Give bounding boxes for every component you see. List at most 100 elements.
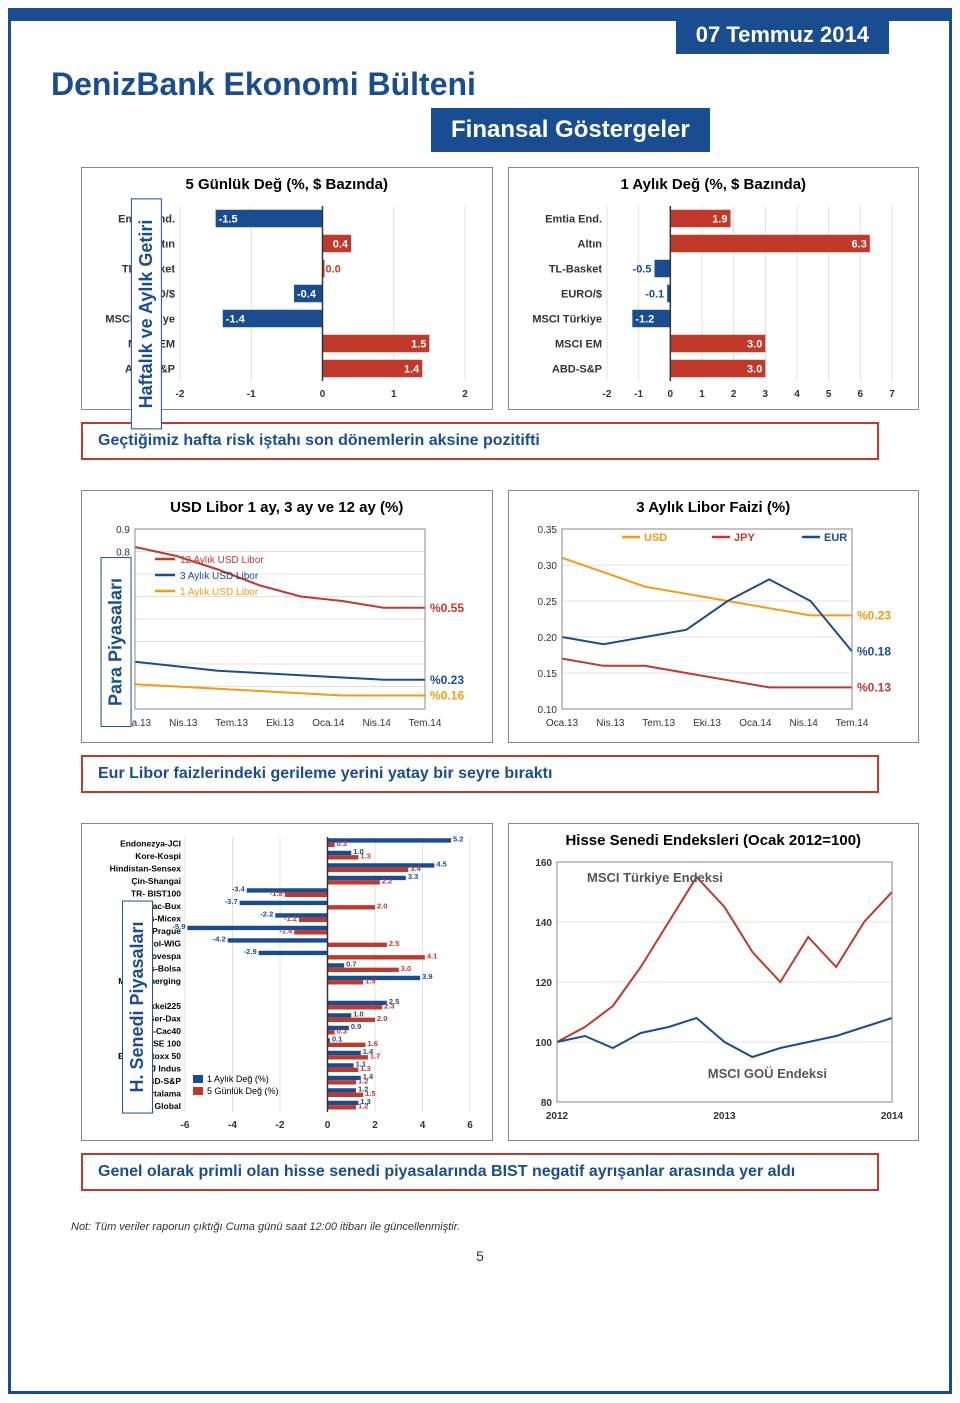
- section-label-1: Haftalık ve Aylık Getiri: [131, 198, 162, 429]
- date-badge: 07 Temmuz 2014: [676, 16, 889, 54]
- svg-text:0.1: 0.1: [332, 1035, 342, 1044]
- svg-text:%0.18: %0.18: [857, 644, 891, 658]
- svg-text:4: 4: [794, 389, 800, 400]
- svg-text:Nis.13: Nis.13: [596, 718, 625, 729]
- svg-text:Eki.13: Eki.13: [266, 718, 294, 729]
- section-weekly-monthly: Haftalık ve Aylık Getiri 5 Günlük Değ (%…: [41, 167, 919, 460]
- svg-text:%0.16: %0.16: [430, 689, 464, 703]
- chart-usd-libor-title: USD Libor 1 ay, 3 ay ve 12 ay (%): [90, 499, 484, 516]
- svg-text:-0.5: -0.5: [632, 264, 651, 276]
- svg-text:0.25: 0.25: [537, 597, 557, 608]
- svg-text:3.0: 3.0: [747, 364, 762, 376]
- svg-text:140: 140: [535, 918, 552, 929]
- svg-text:1.0: 1.0: [353, 1010, 363, 1019]
- svg-text:-2: -2: [602, 389, 611, 400]
- svg-text:1.5: 1.5: [365, 977, 375, 986]
- svg-text:-3.4: -3.4: [232, 885, 246, 894]
- chart-5day-title: 5 Günlük Değ (%, $ Bazında): [90, 176, 484, 193]
- svg-text:EURO/$: EURO/$: [561, 289, 602, 301]
- svg-text:-3.7: -3.7: [225, 897, 238, 906]
- svg-text:12 Aylık USD Libor: 12 Aylık USD Libor: [180, 555, 264, 566]
- svg-text:MSCI Türkiye: MSCI Türkiye: [532, 314, 602, 326]
- svg-text:-2.9: -2.9: [244, 947, 257, 956]
- svg-text:-1.2: -1.2: [284, 914, 297, 923]
- svg-text:0.30: 0.30: [537, 561, 557, 572]
- svg-text:2012: 2012: [545, 1111, 568, 1122]
- svg-text:Nis.14: Nis.14: [789, 718, 818, 729]
- caption-3: Genel olarak primli olan hisse senedi pi…: [81, 1153, 879, 1191]
- main-title: DenizBank Ekonomi Bülteni: [51, 66, 909, 103]
- svg-text:Tem.13: Tem.13: [642, 718, 675, 729]
- svg-text:Hindistan-Sensex: Hindistan-Sensex: [110, 863, 182, 873]
- svg-text:0.9: 0.9: [351, 1022, 361, 1031]
- svg-text:Kore-Kospi: Kore-Kospi: [135, 851, 181, 861]
- svg-text:1.7: 1.7: [370, 1052, 380, 1061]
- svg-text:2: 2: [372, 1120, 378, 1131]
- svg-text:6: 6: [467, 1120, 473, 1131]
- page: 07 Temmuz 2014 DenizBank Ekonomi Bülteni…: [8, 8, 952, 1394]
- svg-text:-4.2: -4.2: [213, 935, 226, 944]
- section-money-markets: Para Piyasaları USD Libor 1 ay, 3 ay ve …: [41, 490, 919, 793]
- svg-text:4.1: 4.1: [427, 952, 437, 961]
- svg-text:Endonezya-JCI: Endonezya-JCI: [120, 838, 181, 848]
- caption-2: Eur Libor faizlerindeki gerileme yerini …: [81, 755, 879, 793]
- svg-text:1.5: 1.5: [411, 339, 426, 351]
- svg-text:2014: 2014: [880, 1111, 903, 1122]
- svg-text:EUR: EUR: [824, 532, 847, 544]
- svg-text:2: 2: [730, 389, 736, 400]
- svg-text:-1: -1: [247, 389, 256, 400]
- svg-text:Eki.13: Eki.13: [693, 718, 721, 729]
- svg-text:Tem.13: Tem.13: [215, 718, 248, 729]
- svg-text:Tem.14: Tem.14: [835, 718, 868, 729]
- svg-text:3 Aylık USD Libor: 3 Aylık USD Libor: [180, 571, 259, 582]
- svg-text:-6: -6: [181, 1120, 190, 1131]
- svg-text:0: 0: [320, 389, 326, 400]
- svg-text:5.2: 5.2: [453, 835, 463, 844]
- svg-text:3: 3: [762, 389, 768, 400]
- svg-text:-0.4: -0.4: [297, 289, 317, 301]
- svg-text:Oca.14: Oca.14: [739, 718, 772, 729]
- svg-text:2.3: 2.3: [384, 1002, 394, 1011]
- svg-text:1.2: 1.2: [358, 1102, 368, 1111]
- svg-text:%0.23: %0.23: [857, 608, 891, 622]
- svg-text:0.0: 0.0: [326, 264, 341, 276]
- svg-text:-1.2: -1.2: [635, 314, 654, 326]
- page-number: 5: [11, 1238, 949, 1274]
- svg-text:2.2: 2.2: [382, 877, 392, 886]
- svg-text:%0.13: %0.13: [857, 680, 891, 694]
- svg-text:MSCI Türkiye Endeksi: MSCI Türkiye Endeksi: [587, 870, 723, 885]
- svg-text:100: 100: [535, 1038, 552, 1049]
- chart-1month-title: 1 Aylık Değ (%, $ Bazında): [517, 176, 911, 193]
- svg-text:3.0: 3.0: [747, 339, 762, 351]
- footer-note: Not: Tüm veriler raporun çıktığı Cuma gü…: [71, 1221, 909, 1233]
- svg-text:-1.8: -1.8: [270, 889, 283, 898]
- svg-text:-1: -1: [634, 389, 643, 400]
- section-label-3: H. Senedi Piyasaları: [122, 900, 153, 1113]
- svg-text:-2: -2: [276, 1120, 285, 1131]
- svg-text:Nis.14: Nis.14: [362, 718, 391, 729]
- svg-text:1.9: 1.9: [712, 214, 727, 226]
- svg-text:2.0: 2.0: [377, 902, 387, 911]
- svg-text:Emtia End.: Emtia End.: [545, 214, 602, 226]
- svg-text:4: 4: [420, 1120, 426, 1131]
- svg-text:1 Aylık USD Libor: 1 Aylık USD Libor: [180, 587, 259, 598]
- svg-text:3.0: 3.0: [401, 964, 411, 973]
- svg-text:1: 1: [699, 389, 705, 400]
- svg-text:0.20: 0.20: [537, 633, 557, 644]
- section-label-2: Para Piyasaları: [101, 556, 132, 726]
- svg-text:3.9: 3.9: [422, 972, 432, 981]
- svg-text:7: 7: [889, 389, 895, 400]
- svg-text:-0.1: -0.1: [645, 289, 664, 301]
- svg-text:USD: USD: [644, 532, 667, 544]
- svg-text:MSCI EM: MSCI EM: [554, 339, 601, 351]
- svg-text:1 Aylık Değ (%): 1 Aylık Değ (%): [207, 1074, 269, 1084]
- svg-text:1.4: 1.4: [404, 364, 420, 376]
- caption-1: Geçtiğimiz hafta risk iştahı son dönemle…: [81, 422, 879, 460]
- svg-text:0.3: 0.3: [337, 839, 347, 848]
- svg-text:0.4: 0.4: [333, 239, 349, 251]
- svg-text:Oca.13: Oca.13: [545, 718, 578, 729]
- svg-text:Oca.14: Oca.14: [312, 718, 345, 729]
- svg-text:MSCI GOÜ Endeksi: MSCI GOÜ Endeksi: [707, 1066, 826, 1081]
- svg-text:-1.5: -1.5: [219, 214, 238, 226]
- svg-text:0: 0: [667, 389, 673, 400]
